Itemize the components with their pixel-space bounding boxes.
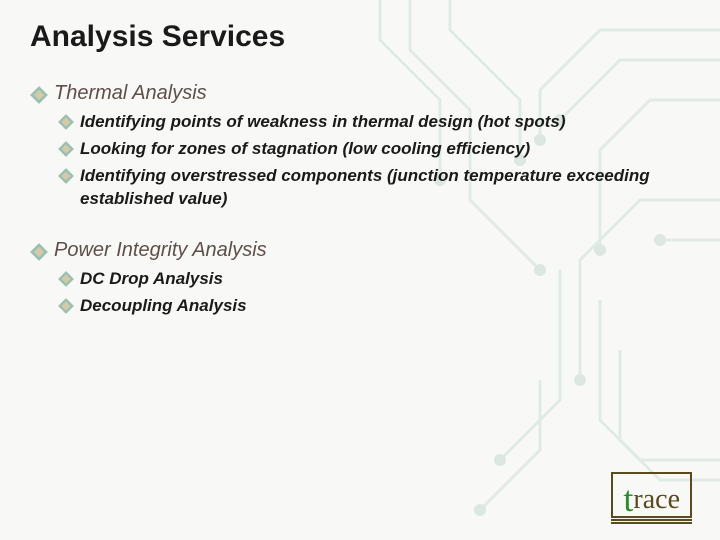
diamond-bullet-icon: [58, 114, 74, 130]
sub-item: DC Drop Analysis: [58, 268, 690, 291]
sub-item-text: Decoupling Analysis: [80, 295, 247, 318]
diamond-bullet-icon: [30, 86, 48, 104]
trace-logo: trace: [611, 472, 692, 518]
logo-t-letter: t: [623, 481, 633, 517]
logo-rest: race: [633, 484, 680, 515]
logo-underlines: [611, 518, 692, 524]
section-label: Power Integrity Analysis: [54, 239, 267, 262]
sub-item-text: DC Drop Analysis: [80, 268, 223, 291]
diamond-bullet-icon: [58, 271, 74, 287]
sub-item-text: Identifying points of weakness in therma…: [80, 111, 566, 134]
diamond-bullet-icon: [58, 141, 74, 157]
diamond-bullet-icon: [30, 243, 48, 261]
sub-item: Looking for zones of stagnation (low coo…: [58, 138, 690, 161]
sub-item-text: Identifying overstressed components (jun…: [80, 165, 690, 211]
sub-item: Identifying points of weakness in therma…: [58, 111, 690, 134]
logo-text: trace: [623, 484, 680, 515]
section-heading: Power Integrity Analysis: [30, 239, 690, 262]
sub-item: Decoupling Analysis: [58, 295, 690, 318]
logo-box: trace: [611, 472, 692, 518]
sub-item: Identifying overstressed components (jun…: [58, 165, 690, 211]
diamond-bullet-icon: [58, 168, 74, 184]
section-label: Thermal Analysis: [54, 82, 207, 105]
slide-title: Analysis Services: [30, 20, 690, 54]
slide-content: Analysis Services Thermal Analysis Ident…: [0, 0, 720, 318]
diamond-bullet-icon: [58, 298, 74, 314]
section-heading: Thermal Analysis: [30, 82, 690, 105]
sub-item-text: Looking for zones of stagnation (low coo…: [80, 138, 530, 161]
